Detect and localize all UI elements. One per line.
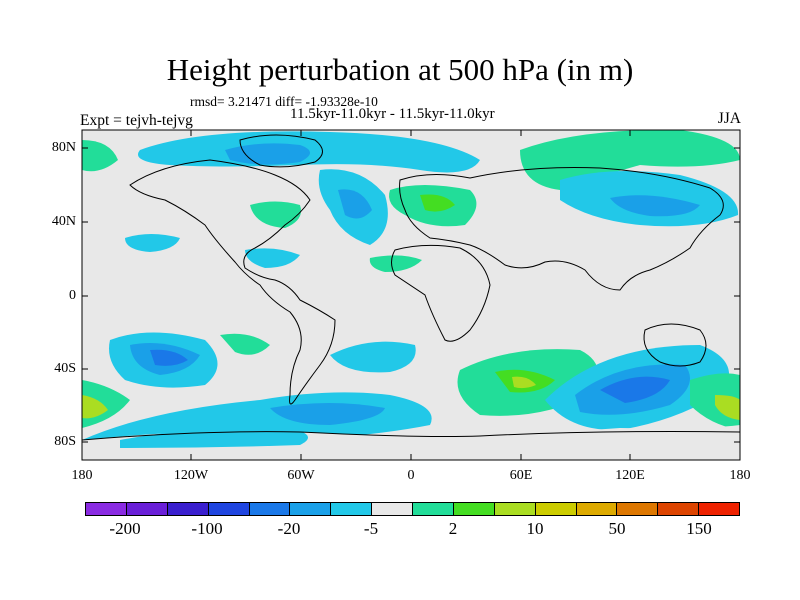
lon-label: 180 bbox=[71, 468, 93, 483]
colorbar-label: 50 bbox=[608, 519, 626, 538]
colorbar-swatch bbox=[167, 503, 209, 515]
lat-label: 80S bbox=[54, 434, 76, 449]
colorbar-label: -20 bbox=[277, 519, 301, 538]
contour-region bbox=[120, 427, 308, 448]
lat-label: 40S bbox=[54, 361, 76, 376]
colorbar-swatch bbox=[576, 503, 618, 515]
lat-label: 0 bbox=[69, 288, 76, 303]
colorbar-swatch bbox=[208, 503, 250, 515]
coastline-australia bbox=[643, 323, 707, 367]
coastline-antarctica bbox=[82, 431, 740, 441]
stats-label: rmsd= 3.21471 diff= -1.93328e-10 bbox=[190, 94, 378, 109]
lon-label: 0 bbox=[407, 468, 415, 483]
plot-title: Height perturbation at 500 hPa (in m) bbox=[166, 52, 634, 87]
colorbar-label: -100 bbox=[191, 519, 223, 538]
colorbar-swatch bbox=[126, 503, 168, 515]
colorbar-label: -5 bbox=[363, 519, 379, 538]
axis-ticks bbox=[82, 130, 740, 460]
colorbar-swatch bbox=[494, 503, 536, 515]
lon-label: 180 bbox=[729, 468, 751, 483]
contour-region bbox=[512, 376, 536, 389]
contour-region bbox=[600, 376, 670, 403]
colorbar-swatch bbox=[413, 503, 454, 515]
colorbar-label: 2 bbox=[448, 519, 458, 538]
contour-region bbox=[369, 255, 422, 272]
lon-label: 60E bbox=[509, 468, 533, 483]
colorbar-swatch bbox=[658, 503, 700, 515]
contour-region bbox=[520, 130, 740, 190]
contour-region bbox=[270, 403, 385, 425]
colorbar-swatch bbox=[372, 503, 413, 515]
colorbar-swatch bbox=[535, 503, 577, 515]
contour-region bbox=[610, 195, 700, 217]
colorbar-label: -200 bbox=[109, 519, 141, 538]
lat-label: 40N bbox=[51, 214, 76, 229]
coastline-americas bbox=[129, 159, 336, 405]
colorbar bbox=[85, 502, 740, 516]
lon-label: 120W bbox=[173, 468, 209, 483]
contour-region bbox=[82, 395, 108, 419]
contour-region bbox=[150, 349, 188, 366]
colorbar-swatch bbox=[86, 503, 127, 515]
contour-region bbox=[125, 234, 180, 252]
contour-region bbox=[225, 143, 310, 165]
experiment-label: Expt = tejvh-tejvg bbox=[80, 112, 193, 129]
contour-region bbox=[420, 194, 455, 212]
coastline-africa bbox=[391, 244, 491, 342]
coastlines bbox=[82, 134, 740, 441]
coastline-greenland bbox=[239, 134, 323, 168]
contour-region bbox=[220, 333, 270, 355]
colorbar-label: 10 bbox=[526, 519, 544, 538]
colorbar-label: 150 bbox=[686, 519, 712, 538]
lat-label: 80N bbox=[51, 140, 76, 155]
contour-region bbox=[245, 248, 300, 268]
colorbar-swatch bbox=[290, 503, 332, 515]
lon-label: 120E bbox=[615, 468, 645, 483]
contour-region bbox=[82, 140, 118, 172]
coastline-eurasia bbox=[399, 166, 724, 291]
contour-region bbox=[250, 201, 301, 228]
lon-label: 60W bbox=[287, 468, 315, 483]
contour-region bbox=[338, 189, 372, 219]
season-label: JJA bbox=[717, 110, 741, 127]
colorbar-swatch bbox=[249, 503, 291, 515]
colorbar-swatch bbox=[699, 503, 739, 515]
colorbar-swatch bbox=[453, 503, 495, 515]
contour-region bbox=[715, 395, 740, 420]
colorbar-swatch bbox=[617, 503, 659, 515]
subtitle-label: 11.5kyr-11.0kyr - 11.5kyr-11.0kyr bbox=[290, 106, 495, 122]
contour-region bbox=[330, 341, 416, 373]
colorbar-swatch bbox=[331, 503, 373, 515]
